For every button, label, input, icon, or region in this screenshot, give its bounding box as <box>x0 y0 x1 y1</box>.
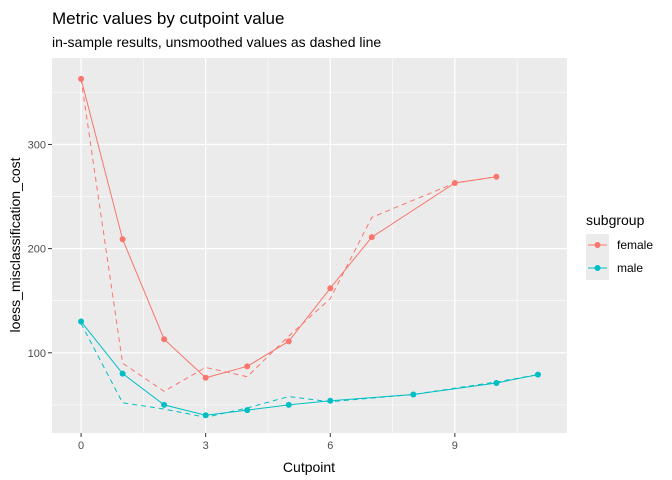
minor-gridlines <box>52 58 567 433</box>
y-tick-label: 100 <box>28 348 46 360</box>
chart-subtitle: in-sample results, unsmoothed values as … <box>52 34 381 50</box>
data-point-male <box>244 407 251 414</box>
unsmoothed-line-male <box>80 323 539 418</box>
data-point-female <box>327 285 334 292</box>
legend-item-female: female <box>586 234 653 257</box>
legend-title: subgroup <box>586 212 645 228</box>
y-tick-label: 200 <box>28 244 46 256</box>
data-point-male <box>119 370 126 377</box>
y-axis: 100 200 300 <box>28 139 52 360</box>
chart-title: Metric values by cutpoint value <box>52 9 284 28</box>
x-tick-label: 0 <box>78 440 84 452</box>
x-axis-title: Cutpoint <box>283 459 335 475</box>
y-tick-label: 300 <box>28 139 46 151</box>
plot-panel <box>52 58 567 433</box>
series-male <box>78 318 541 419</box>
unsmoothed-line-female <box>80 78 497 392</box>
x-tick-label: 9 <box>452 440 458 452</box>
x-tick-label: 6 <box>327 440 333 452</box>
data-point-female <box>285 338 292 345</box>
data-point-male <box>410 391 417 398</box>
data-point-female <box>244 363 251 370</box>
data-point-male <box>161 401 168 408</box>
legend: subgroup female male <box>586 212 653 280</box>
series-layer <box>78 75 541 419</box>
data-point-male <box>493 380 500 386</box>
smoothed-line-female <box>80 78 497 379</box>
data-point-male <box>285 401 292 408</box>
data-point-female <box>78 75 85 82</box>
smoothed-line-male <box>80 321 539 416</box>
data-point-male <box>202 412 209 419</box>
legend-item-male: male <box>586 257 643 280</box>
major-gridlines <box>52 58 567 433</box>
legend-key-point <box>594 242 601 248</box>
data-point-male <box>78 318 85 325</box>
data-point-female <box>368 234 375 241</box>
data-point-male <box>534 371 541 378</box>
legend-key-point <box>594 265 601 271</box>
x-axis: 0 3 6 9 <box>78 433 458 452</box>
legend-label: female <box>617 238 653 252</box>
y-axis-title: loess_misclassification_cost <box>7 157 23 332</box>
data-point-female <box>202 374 209 381</box>
data-point-female <box>119 236 126 243</box>
x-tick-label: 3 <box>203 440 209 452</box>
legend-label: male <box>617 261 643 275</box>
data-point-male <box>327 397 334 404</box>
data-point-female <box>493 173 500 180</box>
data-point-female <box>161 336 168 343</box>
data-point-female <box>451 180 458 186</box>
series-female <box>78 75 500 392</box>
